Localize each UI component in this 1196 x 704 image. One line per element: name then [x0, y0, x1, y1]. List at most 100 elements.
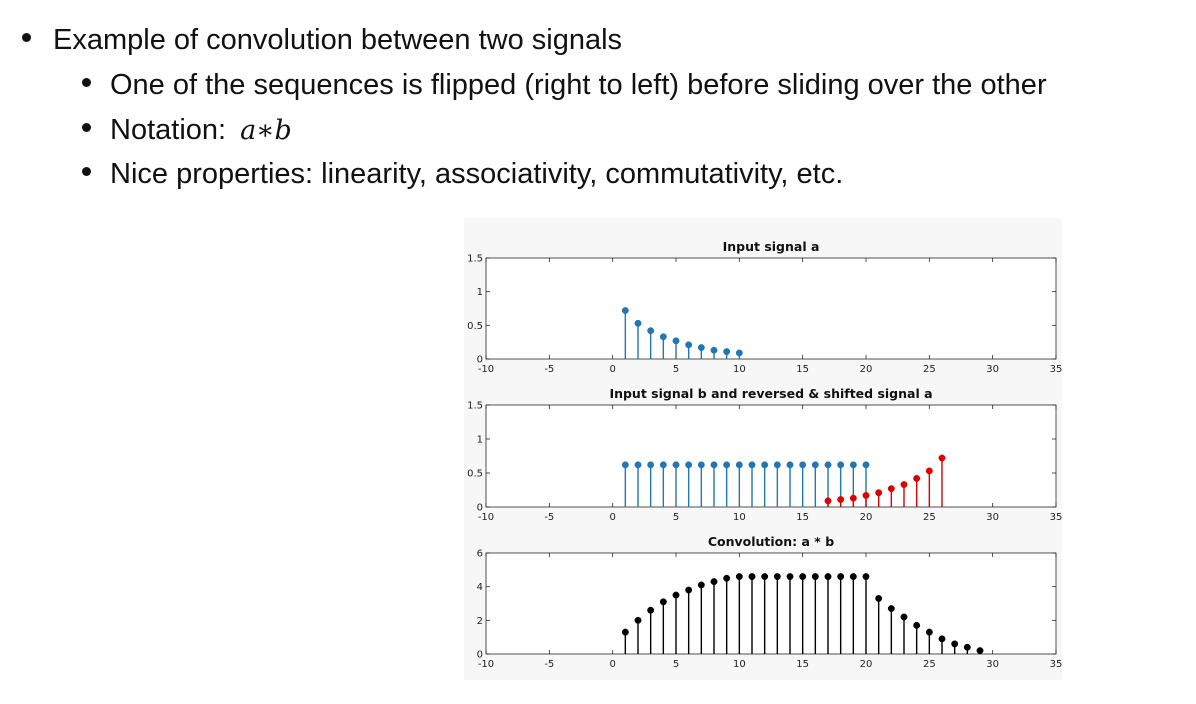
stem-marker	[875, 489, 883, 497]
stem-marker	[799, 461, 807, 469]
stem-marker	[811, 461, 819, 469]
sub-bullet-text: Nice properties: linearity, associativit…	[110, 158, 844, 190]
y-tick-label: 6	[477, 549, 483, 560]
stem-marker	[685, 461, 693, 469]
x-tick-label: 20	[860, 512, 873, 523]
subplot-2: Input signal b and reversed & shifted si…	[467, 386, 1062, 523]
stem-marker	[824, 573, 832, 581]
axes-box	[485, 257, 1057, 360]
stem-marker	[976, 647, 984, 655]
stem-marker	[849, 494, 857, 502]
x-tick-label: 30	[986, 512, 999, 523]
main-bullet-text: Example of convolution between two signa…	[53, 24, 623, 56]
stem-marker	[913, 474, 921, 482]
series-1	[621, 307, 743, 359]
x-tick-label: 35	[1050, 364, 1062, 375]
stem-marker	[887, 485, 895, 493]
stem-marker	[659, 461, 667, 469]
y-tick-label: 1	[477, 435, 483, 446]
y-tick-label: 0	[477, 355, 483, 366]
stem-marker	[685, 586, 693, 594]
stem-marker	[748, 573, 756, 581]
stem-marker	[634, 616, 642, 624]
x-tick-label: 5	[673, 512, 679, 523]
stem-marker	[634, 319, 642, 327]
stem-marker	[837, 573, 845, 581]
stem-marker	[697, 344, 705, 352]
x-tick-label: -10	[478, 659, 494, 670]
x-tick-label: 35	[1050, 659, 1062, 670]
x-tick-label: 20	[860, 659, 873, 670]
stem-marker	[723, 574, 731, 582]
stem-marker	[621, 461, 629, 469]
stem-marker	[672, 461, 680, 469]
stem-marker	[672, 337, 680, 345]
series-2	[824, 454, 946, 507]
stem-marker	[824, 497, 832, 505]
x-tick-label: 0	[609, 512, 615, 523]
x-tick-label: 15	[796, 512, 809, 523]
x-tick-label: 25	[923, 659, 936, 670]
stem-marker	[862, 573, 870, 581]
stem-marker	[773, 461, 781, 469]
stem-marker	[862, 461, 870, 469]
subplot-3: Convolution: a * b -10 -5 0 5 10 15 20 25 30 35 0 2 4…	[477, 534, 1063, 670]
stem-marker	[735, 349, 743, 357]
stem-marker	[875, 595, 883, 602]
main-bullet: Example of convolution between two signa…	[22, 24, 622, 57]
x-tick-label: 35	[1050, 512, 1062, 523]
stem-marker	[723, 348, 731, 356]
x-tick-label: 5	[673, 659, 679, 670]
x-tick-label: -5	[544, 364, 554, 375]
stem-marker	[811, 573, 819, 581]
stem-marker	[672, 591, 680, 599]
x-tick-label: 25	[923, 364, 936, 375]
stem-marker	[900, 481, 908, 489]
axes-box	[485, 404, 1057, 508]
stem-marker	[849, 573, 857, 581]
stem-marker	[938, 454, 946, 462]
y-tick-label: 0.5	[467, 469, 483, 480]
x-tick-label: 0	[609, 364, 615, 375]
stem-marker	[849, 461, 857, 469]
subplot-title: Input signal a	[723, 239, 820, 254]
x-tick-label: -10	[478, 512, 494, 523]
stem-marker	[659, 598, 667, 606]
bullet-dot-icon	[82, 167, 91, 176]
y-tick-label: 1.5	[467, 254, 483, 265]
stem-marker	[697, 581, 705, 589]
stem-marker	[925, 467, 933, 475]
stem-marker	[647, 461, 655, 469]
x-tick-label: 30	[986, 364, 999, 375]
stem-marker	[748, 461, 756, 469]
x-tick-label: 10	[733, 512, 746, 523]
stem-marker	[697, 461, 705, 469]
stem-marker	[621, 628, 629, 636]
stem-marker	[963, 643, 971, 651]
x-tick-label: -10	[478, 364, 494, 375]
x-tick-label: 20	[860, 364, 873, 375]
stem-marker	[837, 461, 845, 469]
stem-marker	[786, 573, 794, 581]
sub-bullet-notation: Notation: a∗b	[82, 114, 292, 147]
bullet-dot-icon	[82, 78, 91, 87]
stem-marker	[735, 461, 743, 469]
stem-marker	[786, 461, 794, 469]
series-1	[621, 573, 984, 655]
stem-plots-svg: Input signal a -10 -5 0 5 10 15 20 25 30 35 0 0.5 1 1.…	[467, 239, 1063, 670]
y-tick-label: 0	[477, 650, 483, 661]
y-tick-label: 4	[477, 582, 483, 593]
x-tick-label: 0	[609, 659, 615, 670]
x-tick-label: 30	[986, 659, 999, 670]
stem-marker	[862, 491, 870, 499]
stem-marker	[634, 461, 642, 469]
stem-marker	[647, 327, 655, 335]
stem-marker	[938, 635, 946, 643]
x-tick-label: -5	[544, 659, 554, 670]
series-1	[621, 461, 870, 507]
stem-marker	[887, 605, 895, 612]
stem-marker	[913, 621, 921, 629]
stem-marker	[761, 461, 769, 469]
subplot-title: Convolution: a * b	[708, 534, 834, 549]
x-tick-label: 15	[796, 659, 809, 670]
